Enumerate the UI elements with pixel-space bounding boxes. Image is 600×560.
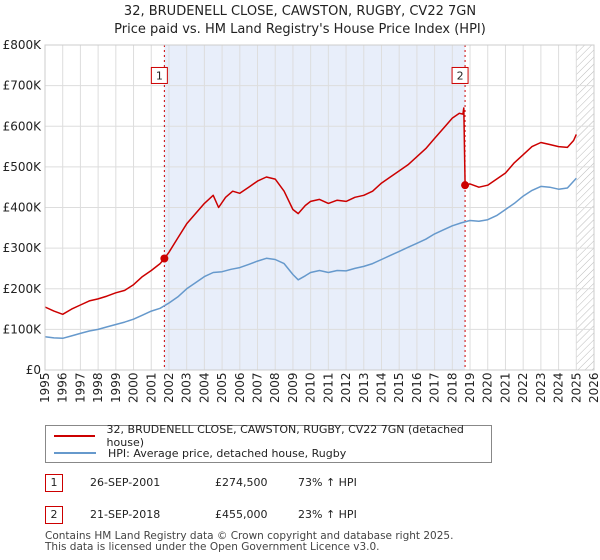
x-tick-label: 2015 (392, 372, 406, 403)
x-tick-label: 2025 (569, 372, 583, 403)
y-tick-label: £400K (3, 201, 43, 215)
price-chart: £0 £100K £200K £300K £400K £500K £600K £700K £80… (3, 38, 600, 403)
sale-date: 26-SEP-2001 (90, 476, 161, 489)
x-tick-label: 2019 (463, 372, 477, 403)
x-tick-label: 2023 (534, 372, 548, 403)
footer-copyright: Contains HM Land Registry data © Crown c… (45, 530, 454, 542)
y-tick-label: £100K (3, 322, 43, 336)
x-tick-label: 2022 (516, 372, 530, 403)
x-tick-label: 2003 (180, 372, 194, 403)
x-tick-label: 2018 (445, 372, 459, 403)
chart-title: 32, BRUDENELL CLOSE, CAWSTON, RUGBY, CV2… (123, 4, 477, 19)
sale-marker-box (150, 66, 168, 84)
x-tick-label: 1995 (38, 372, 52, 403)
x-tick-label: 2024 (552, 372, 566, 403)
x-tick-label: 2014 (374, 372, 388, 403)
y-tick-label: £0 (26, 363, 41, 377)
series-line (44, 107, 577, 316)
y-tick-label: £500K (3, 160, 43, 174)
x-tick-label: 2026 (587, 372, 600, 403)
x-tick-label: 1998 (91, 372, 105, 403)
x-tick-label: 2010 (304, 372, 318, 403)
sale-marker-box (451, 66, 469, 84)
sale-marker-label: 1 (156, 69, 163, 82)
y-tick-label: £200K (3, 282, 43, 296)
legend-swatch-hpi (54, 452, 96, 454)
x-tick-label: 2000 (127, 372, 141, 403)
y-tick-label: £300K (3, 241, 43, 255)
chart-subtitle: Price paid vs. HM Land Registry's House … (114, 22, 486, 37)
x-tick-label: 2006 (233, 372, 247, 403)
x-tick-label: 1996 (56, 372, 70, 403)
sale-point (160, 254, 169, 263)
sale-date: 21-SEP-2018 (90, 508, 161, 521)
y-tick-label: £800K (3, 38, 43, 52)
x-tick-label: 2007 (251, 372, 265, 403)
sale-row: 2 21-SEP-2018 £455,000 23% ↑ HPI (45, 506, 445, 526)
y-tick-label: £600K (3, 119, 43, 133)
sale-number-badge: 1 (45, 474, 63, 492)
x-tick-label: 2011 (321, 372, 335, 403)
legend-label-hpi: HPI: Average price, detached house, Rugb… (108, 446, 347, 460)
x-tick-label: 2016 (410, 372, 424, 403)
x-tick-label: 2008 (268, 372, 282, 403)
legend-label-property: 32, BRUDENELL CLOSE, CAWSTON, RUGBY, CV2… (106, 423, 464, 449)
sale-hpi-change: 23% ↑ HPI (298, 508, 357, 521)
sale-price: £455,000 (215, 508, 268, 521)
x-tick-label: 2013 (357, 372, 371, 403)
footer-licence: This data is licensed under the Open Gov… (45, 541, 380, 553)
x-tick-label: 1997 (73, 372, 87, 403)
legend-item-hpi: HPI: Average price, detached house, Rugb… (54, 445, 346, 461)
x-tick-label: 2020 (481, 372, 495, 403)
series-line (44, 177, 577, 340)
x-tick-label: 2012 (339, 372, 353, 403)
legend-item-property: 32, BRUDENELL CLOSE, CAWSTON, RUGBY, CV2… (54, 423, 491, 449)
x-tick-label: 2021 (498, 372, 512, 403)
x-tick-label: 2001 (144, 372, 158, 403)
x-tick-label: 2002 (162, 372, 176, 403)
sale-number-badge: 2 (45, 506, 63, 524)
sale-marker-label: 2 (457, 69, 464, 82)
sale-hpi-change: 73% ↑ HPI (298, 476, 357, 489)
sale-price: £274,500 (215, 476, 268, 489)
x-tick-label: 2009 (286, 372, 300, 403)
sale-row: 1 26-SEP-2001 £274,500 73% ↑ HPI (45, 474, 445, 494)
x-tick-label: 1999 (109, 372, 123, 403)
legend: 32, BRUDENELL CLOSE, CAWSTON, RUGBY, CV2… (45, 423, 492, 463)
legend-swatch-property (54, 435, 95, 437)
y-tick-label: £700K (3, 79, 43, 93)
x-tick-label: 2004 (197, 372, 211, 403)
x-tick-label: 2017 (428, 372, 442, 403)
x-tick-label: 2005 (215, 372, 229, 403)
plot-frame (44, 44, 595, 371)
sale-point (461, 181, 470, 190)
footer: Contains HM Land Registry data © Crown c… (45, 531, 453, 553)
